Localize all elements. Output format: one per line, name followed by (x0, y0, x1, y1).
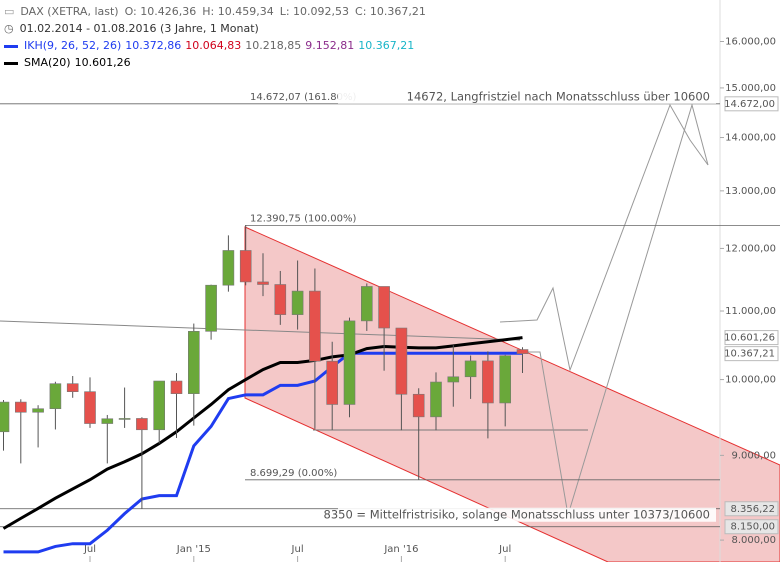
fib-label: 12.390,75 (100.00%) (250, 213, 356, 224)
candle-body (0, 401, 10, 433)
y-tick-label: 11.000,00 (725, 306, 776, 317)
legend-swatch (4, 44, 18, 48)
y-tick-label: 13.000,00 (725, 186, 776, 197)
legend-label: IKH(9, 26, 52, 26) (24, 39, 122, 52)
legend-swatch (4, 61, 18, 65)
legend-value: 9.152,81 (305, 39, 355, 52)
candle-body (239, 250, 252, 283)
price-box (724, 501, 779, 517)
candle-body (170, 380, 183, 394)
icon: ◷ (4, 22, 14, 35)
price-label: 10.601,26 (724, 333, 775, 344)
y-tick-label: 12.000,00 (725, 243, 776, 254)
price-box (724, 346, 779, 362)
y-tick-label: 15.000,00 (725, 83, 776, 94)
legend-row: IKH(9, 26, 52, 26) 10.372,86 10.064,83 10.2… (4, 37, 438, 54)
legend-value: 10.372,86 (125, 39, 182, 52)
legend-value: 10.218,85 (245, 39, 302, 52)
candle-body (101, 418, 114, 424)
x-tick-label: Jul (83, 544, 96, 555)
candle-body (464, 360, 477, 378)
price-label: 10.367,21 (724, 349, 775, 360)
indicator-line (2, 336, 523, 530)
candle-body (49, 383, 62, 410)
icon: ▭ (4, 5, 15, 18)
legend-row: ◷ 01.02.2014 - 01.08.2016 (3 Jahre, 1 Mon… (4, 20, 438, 37)
price-label: 8.356,22 (730, 504, 775, 515)
annotation-bg (338, 89, 716, 104)
y-tick-label: 9.000,00 (731, 450, 776, 461)
x-tick-label: Jan '16 (383, 544, 418, 555)
candle-body (412, 393, 425, 418)
ohlc-value: O: 10.426,36 (124, 5, 197, 18)
legend-row: SMA(20) 10.601,26 (4, 54, 438, 71)
legend-row: ▭ DAX (XETRA, last) O: 10.426,36 H: 10.459,… (4, 3, 438, 20)
candle-body (32, 408, 44, 413)
trend-line (0, 320, 521, 341)
annotation: 8350 = Mittelfristrisiko, solange Monats… (324, 507, 711, 521)
candle-body (482, 360, 494, 404)
price-marker: 14.672,00 (724, 96, 779, 112)
candle-body (447, 376, 460, 383)
candle-body (378, 286, 390, 329)
x-tick-label: Jul (498, 544, 511, 555)
price-label: 14.672,00 (724, 99, 775, 110)
annotation: 14672, Langfristziel nach Monatsschluss … (407, 89, 710, 103)
price-marker: 8.150,00 (724, 519, 779, 535)
candle-body (309, 290, 321, 362)
period: 01.02.2014 - 01.08.2016 (3 Jahre, 1 Mona… (19, 22, 259, 35)
legend-value: 10.601,26 (74, 56, 131, 69)
legend: ▭ DAX (XETRA, last) O: 10.426,36 H: 10.459,… (4, 3, 438, 71)
price-marker: 10.601,26 (724, 330, 779, 346)
candle-body (395, 327, 408, 395)
legend-lines: IKH(9, 26, 52, 26) 10.372,86 10.064,83 10.2… (4, 37, 438, 71)
price-box (724, 330, 779, 346)
price-box (724, 96, 779, 112)
price-marker: 8.356,22 (724, 501, 779, 517)
indicator-line (3, 351, 523, 554)
y-tick-label: 14.000,00 (725, 133, 776, 144)
price-box (724, 519, 779, 535)
candle-body (360, 286, 373, 322)
candle-body (153, 380, 165, 431)
fib-label: 14.672,07 (161.80%) (250, 92, 356, 103)
candle-body (136, 418, 148, 431)
y-tick-label: 10.000,00 (725, 375, 776, 386)
legend-value: 10.064,83 (185, 39, 242, 52)
annotation-bg (338, 507, 716, 522)
y-tick-label: 16.000,00 (725, 36, 776, 47)
candle-body (274, 284, 287, 315)
price-marker: 10.367,21 (724, 346, 779, 362)
candle-body (84, 391, 96, 424)
x-tick-label: Jan '15 (176, 544, 211, 555)
candle-body (222, 250, 235, 286)
candle-body (257, 281, 269, 285)
fib-label: 8.699,29 (0.00%) (250, 468, 337, 479)
instrument: DAX (XETRA, last) (20, 5, 119, 18)
candle-body (205, 284, 217, 332)
candle-body (118, 418, 131, 420)
scenario-path (499, 103, 709, 372)
ohlc-value: C: 10.367,21 (355, 5, 426, 18)
legend-label: SMA(20) (24, 56, 71, 69)
legend-value: 10.367,21 (358, 39, 415, 52)
candle-body (291, 290, 304, 315)
candle-body (66, 383, 79, 392)
candle-body (326, 360, 339, 405)
ohlc-value: H: 10.459,34 (202, 5, 274, 18)
candle-body (430, 381, 442, 418)
candle-body (188, 331, 200, 394)
y-tick-label: 8.000,00 (731, 535, 776, 546)
candle-body (499, 355, 512, 404)
ohlc-value: L: 10.092,53 (279, 5, 350, 18)
x-tick-label: Jul (291, 544, 304, 555)
candle-body (516, 349, 529, 354)
price-label: 8.150,00 (730, 522, 775, 533)
candle-body (15, 401, 27, 413)
ohlc: O: 10.426,36 H: 10.459,34 L: 10.092,53 C: 1… (125, 5, 432, 18)
candle-body (343, 320, 356, 405)
